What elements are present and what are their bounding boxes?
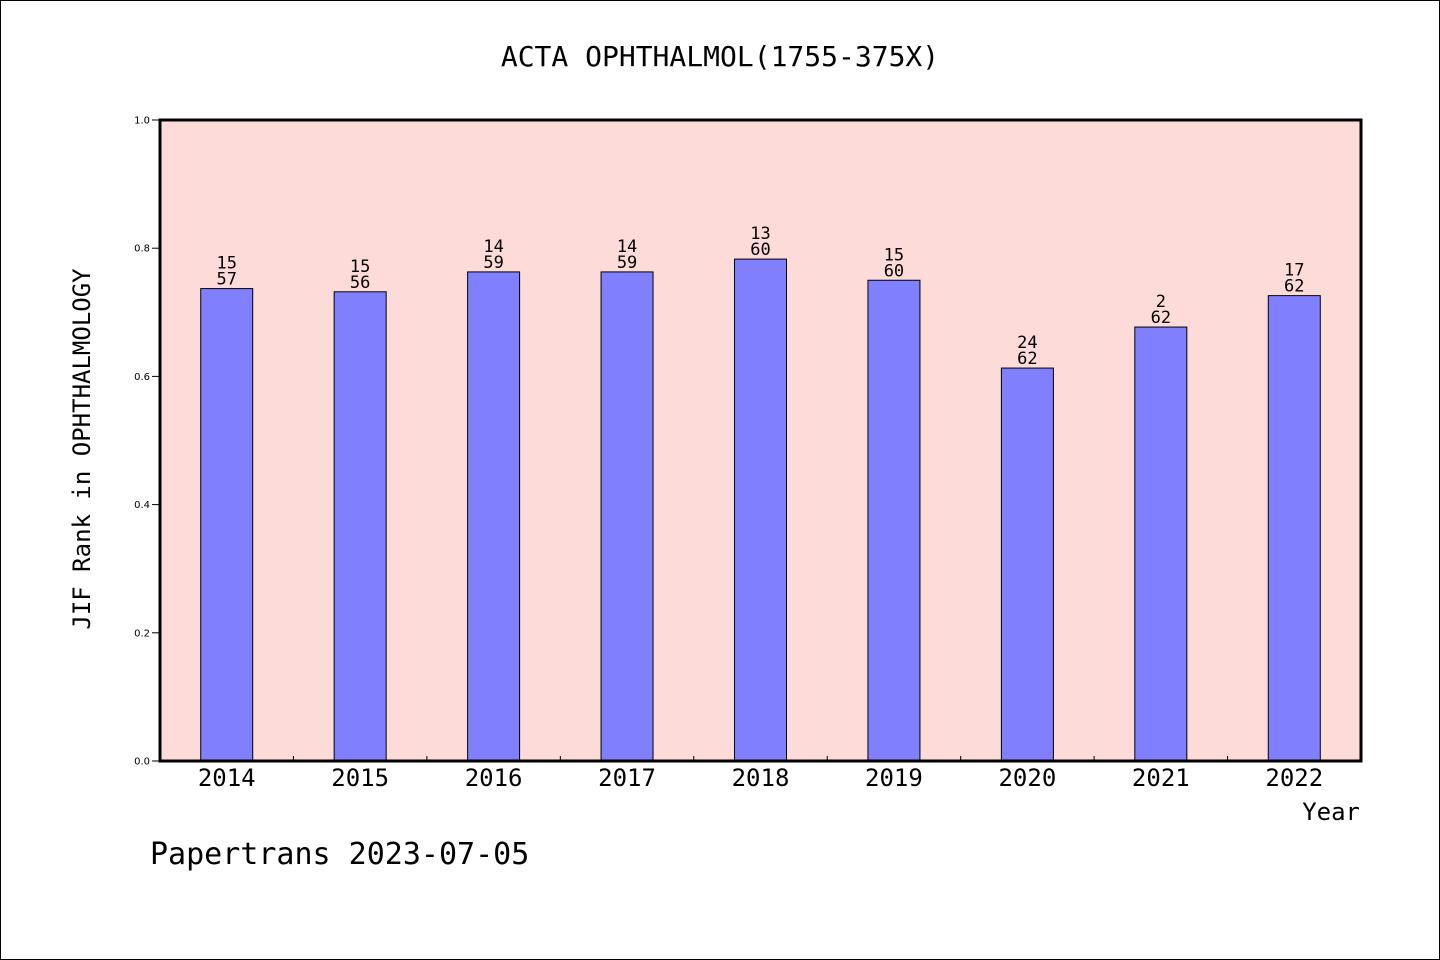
bar-2020	[1000, 367, 1054, 762]
bar-2022	[1267, 295, 1321, 762]
y-tick-label: 0.6	[134, 372, 150, 383]
y-axis-label: JIF Rank in OPHTHALMOLOGY	[68, 268, 96, 630]
bar-label-bottom-2016: 59	[483, 253, 503, 273]
x-tick-label-2014: 2014	[198, 764, 256, 792]
x-tick-label-2017: 2017	[598, 764, 656, 792]
bar-label-top-2015: 15	[350, 257, 370, 277]
bar-2015	[333, 291, 387, 762]
bar-label-top-2018: 13	[750, 224, 770, 244]
y-tick-label: 0.0	[134, 757, 150, 768]
bar-2021	[1134, 326, 1188, 762]
x-axis-label: Year	[1302, 798, 1360, 826]
bar-label-top-2016: 14	[483, 237, 503, 257]
x-tick-label-2021: 2021	[1132, 764, 1190, 792]
x-tick-label-2016: 2016	[465, 764, 523, 792]
bar-label-bottom-2018: 60	[750, 240, 770, 260]
bar-2014	[200, 288, 254, 762]
bar-label-bottom-2021: 62	[1151, 308, 1171, 328]
bar-2019	[867, 279, 921, 762]
bar-label-top-2020: 24	[1017, 333, 1037, 353]
bar-label-bottom-2017: 59	[617, 253, 637, 273]
bar-2016	[467, 271, 521, 762]
x-tick-label-2018: 2018	[732, 764, 790, 792]
y-tick-label: 1.0	[134, 116, 150, 127]
bar-label-bottom-2020: 62	[1017, 349, 1037, 369]
bar-label-bottom-2015: 56	[350, 273, 370, 293]
bar-label-bottom-2019: 60	[884, 261, 904, 281]
bar-label-top-2017: 14	[617, 237, 637, 257]
bar-2017	[600, 271, 654, 762]
x-tick-label-2019: 2019	[865, 764, 923, 792]
bar-label-top-2019: 15	[884, 245, 904, 265]
bar-2018	[734, 258, 787, 762]
y-tick-label: 0.2	[134, 628, 150, 639]
bar-label-top-2014: 15	[216, 254, 236, 274]
bar-label-top-2022: 17	[1284, 261, 1304, 281]
x-tick-label-2015: 2015	[331, 764, 389, 792]
watermark-text: Papertrans 2023-07-05	[150, 837, 529, 872]
plot-border	[158, 118, 1363, 763]
chart-title: ACTA OPHTHALMOL(1755-375X)	[501, 40, 939, 73]
y-tick-label: 0.8	[134, 244, 150, 255]
x-tick-label-2020: 2020	[998, 764, 1056, 792]
bar-label-bottom-2022: 62	[1284, 277, 1304, 297]
bar-label-top-2021: 2	[1156, 292, 1166, 312]
bar-label-bottom-2014: 57	[216, 270, 236, 290]
x-tick-label-2022: 2022	[1265, 764, 1323, 792]
y-tick-label: 0.4	[134, 500, 150, 511]
